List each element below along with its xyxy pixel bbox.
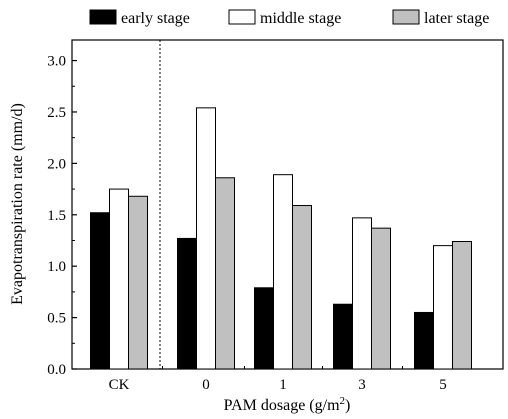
y-tick-label: 1.5 xyxy=(47,208,66,224)
bar-middle-stage xyxy=(433,245,453,370)
legend-swatch-middle-stage xyxy=(228,9,256,25)
bar-later-stage xyxy=(128,195,148,370)
y-tick-label: 2.5 xyxy=(47,105,66,121)
bar-later-stage xyxy=(371,227,391,370)
y-tick-label: 2.0 xyxy=(47,156,66,172)
y-tick-label: 0.0 xyxy=(47,362,66,378)
bar-early-stage xyxy=(90,212,110,370)
x-axis-title: PAM dosage (g/m2) xyxy=(224,395,351,414)
legend: early stage middle stage later stage xyxy=(89,9,489,27)
y-tick-label: 3.0 xyxy=(47,54,66,70)
x-tick-label: 0 xyxy=(202,377,210,393)
y-tick-label: 0.5 xyxy=(47,311,66,327)
x-axis-title-main: PAM dosage (g/m xyxy=(224,397,340,414)
x-tick-label: 3 xyxy=(358,377,366,393)
legend-swatch-early-stage xyxy=(89,9,117,25)
legend-label-later-stage: later stage xyxy=(424,10,489,27)
x-axis-title-superscript: 2 xyxy=(340,395,346,407)
x-tick-label: CK xyxy=(109,377,130,393)
bars xyxy=(90,107,472,370)
bar-later-stage xyxy=(452,241,472,370)
bar-later-stage xyxy=(292,205,312,370)
bar-middle-stage xyxy=(196,107,216,370)
bar-early-stage xyxy=(333,303,353,370)
y-tick-label: 1.0 xyxy=(47,259,66,275)
bar-middle-stage xyxy=(109,188,129,370)
y-axis: 0.0 0.5 1.0 1.5 2.0 2.5 3.0 xyxy=(47,54,77,378)
bar-later-stage xyxy=(215,177,235,370)
bar-middle-stage xyxy=(273,174,293,370)
y-axis-title: Evapotranspiration rate (mm/d) xyxy=(9,103,26,305)
bar-middle-stage xyxy=(352,217,372,370)
x-axis-title-end: ) xyxy=(345,397,350,414)
legend-swatch-later-stage xyxy=(392,9,420,25)
legend-label-early-stage: early stage xyxy=(121,10,190,27)
x-tick-label: 5 xyxy=(439,377,447,393)
bar-early-stage xyxy=(414,311,434,370)
legend-label-middle-stage: middle stage xyxy=(260,10,341,27)
bar-early-stage xyxy=(254,287,274,370)
bar-early-stage xyxy=(177,237,197,370)
x-tick-label: 1 xyxy=(279,377,287,393)
